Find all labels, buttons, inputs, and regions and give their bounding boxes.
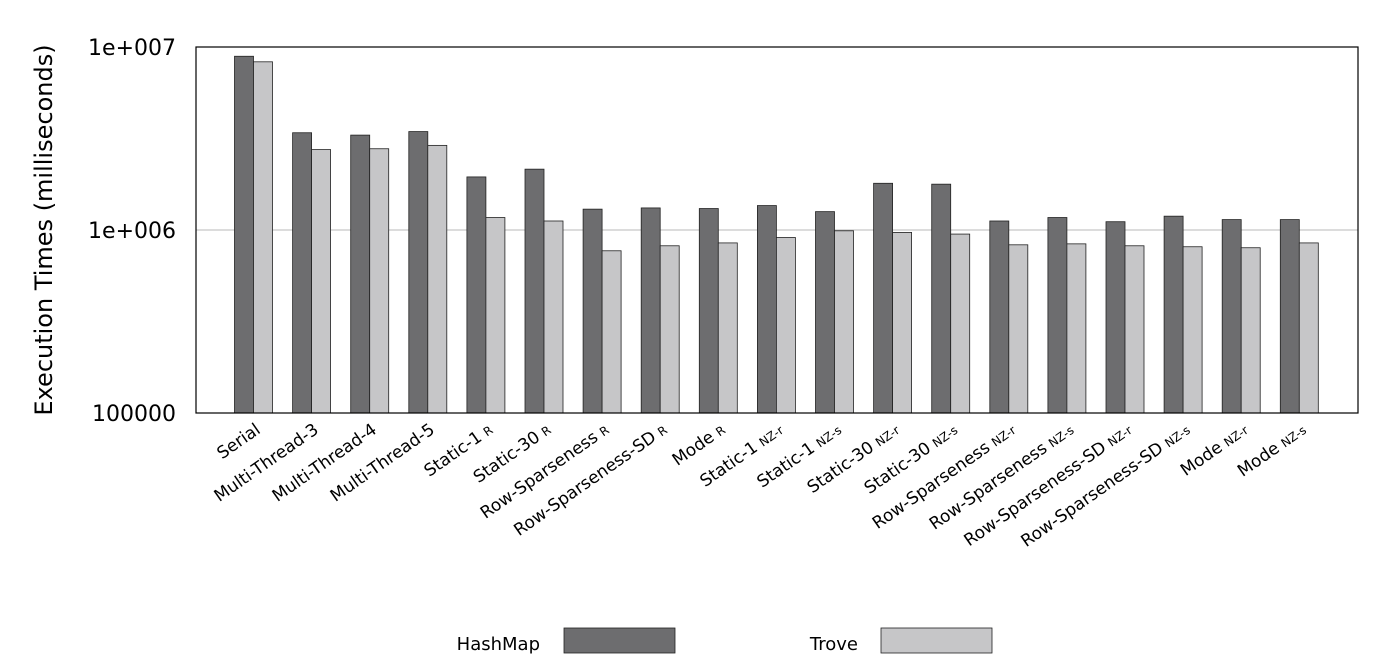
bar-trove (1182, 246, 1203, 414)
x-tick-label-subscript: NZ-r (757, 423, 787, 450)
x-tick-label-subscript: R (539, 423, 554, 439)
bar-trove (1008, 244, 1029, 414)
legend-swatch-hashmap (563, 627, 676, 654)
bar-hashmap (931, 183, 952, 414)
x-tick-label-name: Mode (1177, 438, 1226, 481)
bar-hashmap (1163, 215, 1184, 414)
x-tick-label-subscript: NZ-r (873, 423, 903, 450)
bar-trove (311, 149, 332, 414)
bar-hashmap (1105, 221, 1126, 414)
x-tick-label-subscript: NZ-s (930, 423, 961, 450)
bar-hashmap (292, 132, 313, 414)
bars (234, 55, 1319, 414)
y-axis-title: Execution Times (milliseconds) (30, 44, 58, 415)
bar-hashmap (640, 207, 661, 414)
bar-hashmap (524, 168, 545, 414)
bar-hashmap (466, 176, 487, 414)
x-tick-label-subscript: NZ-s (814, 423, 845, 450)
y-tick-label: 1e+006 (88, 219, 176, 244)
x-tick-label-subscript: NZ-r (1105, 423, 1135, 450)
x-tick-label-subscript: R (597, 423, 612, 439)
bar-hashmap (873, 182, 893, 414)
bar-hashmap (757, 205, 777, 414)
bar-trove (1240, 247, 1261, 414)
x-tick-label-subscript: NZ-r (1221, 423, 1251, 450)
x-tick-label-subscript: NZ-s (1162, 423, 1193, 450)
y-axis-ticks: 100000 1e+006 1e+007 (88, 36, 176, 427)
legend-label-hashmap: HashMap (457, 634, 540, 655)
bar-trove (892, 232, 912, 414)
x-tick-label-subscript: NZ-s (1278, 423, 1309, 450)
bar-hashmap (408, 131, 429, 414)
bar-trove (1066, 243, 1087, 414)
plot-area-frame (195, 46, 1359, 414)
legend-label-trove: Trove (809, 634, 858, 655)
bar-hashmap (1279, 219, 1300, 414)
x-tick-label-subscript: NZ-s (1046, 423, 1077, 450)
x-tick-label-subscript: R (713, 423, 728, 439)
bar-trove (543, 220, 564, 414)
bar-trove (1298, 242, 1319, 414)
bar-trove (950, 233, 971, 414)
bar-trove (1124, 245, 1145, 414)
bar-hashmap (1221, 219, 1242, 414)
legend: HashMap Trove (457, 627, 993, 655)
bar-hashmap (350, 134, 371, 414)
legend-swatch-trove (880, 627, 993, 654)
x-tick-label-subscript: NZ-r (989, 423, 1019, 450)
bar-trove (369, 148, 390, 414)
bar-hashmap (989, 220, 1010, 414)
y-tick-label: 1e+007 (88, 36, 176, 61)
x-tick-label-name: Mode (669, 427, 718, 470)
bar-hashmap (234, 55, 254, 414)
bar-trove (776, 237, 796, 414)
bar-trove (601, 250, 622, 414)
bar-trove (253, 61, 273, 414)
x-tick-label-name: Mode (1234, 438, 1283, 481)
bar-hashmap (815, 211, 835, 414)
x-tick-label-subscript: R (481, 423, 496, 439)
bar-trove (717, 242, 738, 414)
x-tick-label-subscript: R (655, 423, 670, 439)
bar-hashmap (1047, 217, 1068, 414)
bar-trove (659, 245, 680, 414)
bar-trove (485, 217, 506, 414)
bar-hashmap (582, 208, 603, 414)
y-tick-label: 100000 (92, 402, 176, 427)
bar-hashmap (698, 208, 719, 414)
bar-trove (427, 144, 448, 414)
bar-trove (834, 230, 854, 414)
x-axis-category-labels: SerialMulti-Thread-3Multi-Thread-4Multi-… (211, 420, 1309, 552)
